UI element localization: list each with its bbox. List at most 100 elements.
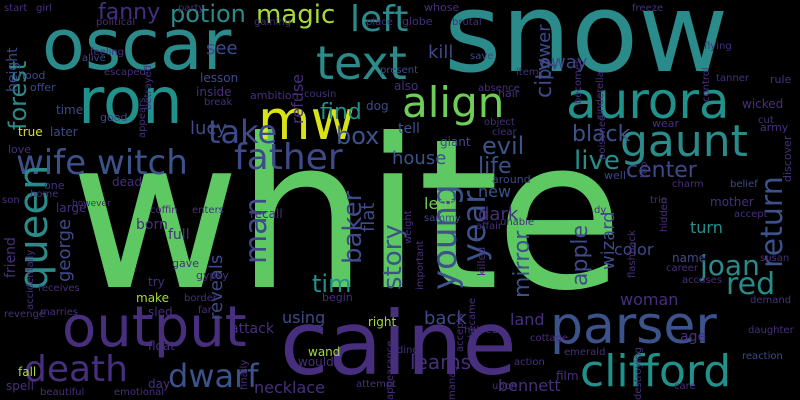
word-brutal: brutal xyxy=(452,17,482,28)
word-flying: flying xyxy=(704,41,732,52)
word-however: however xyxy=(72,199,111,209)
word-appears: appears xyxy=(137,97,148,138)
word-one: one xyxy=(44,179,65,192)
word-receives: receives xyxy=(38,283,80,294)
word-control: control xyxy=(701,67,712,102)
word-parser: parser xyxy=(550,296,717,356)
word-absence: absence xyxy=(478,83,520,94)
word-recall: recall xyxy=(250,207,283,221)
word-important: important xyxy=(415,240,426,290)
word-flashback: flashback xyxy=(627,230,638,278)
word-enters: enters xyxy=(192,205,224,216)
word-cottage: cottage xyxy=(530,333,569,344)
word-helped: helped xyxy=(464,325,499,336)
word-take: take xyxy=(208,113,278,151)
word-inside: inside xyxy=(196,85,232,99)
word-girl: girl xyxy=(36,3,53,14)
word-large: large xyxy=(56,201,87,215)
word-unable: unable xyxy=(500,217,535,228)
word-well: well xyxy=(604,169,626,182)
word-dy: dy xyxy=(594,205,607,216)
word-trio: trio xyxy=(650,195,667,206)
word-black: black xyxy=(572,122,631,147)
word-start: start xyxy=(4,3,28,14)
word-would: would xyxy=(298,355,334,369)
word-also: also xyxy=(394,79,419,93)
word-gypsy: gypsy xyxy=(196,269,229,282)
word-marries: marries xyxy=(40,307,79,318)
word-accidentally: accidentally xyxy=(25,249,36,310)
word-film: film xyxy=(556,369,579,383)
word-care: care xyxy=(674,381,696,392)
word-try: try xyxy=(148,275,165,289)
word-became: became xyxy=(467,297,478,338)
word-clifford: clifford xyxy=(580,346,732,397)
word-home: home xyxy=(30,189,59,200)
word-name: name xyxy=(672,251,707,265)
word-spell: spell xyxy=(6,379,34,393)
word-float: float xyxy=(148,339,175,353)
word-demand: demand xyxy=(750,295,792,306)
word-tanner: tanner xyxy=(716,73,749,84)
word-text: text xyxy=(316,36,407,90)
word-color: color xyxy=(614,240,654,259)
word-career: career xyxy=(666,263,698,274)
word-wear: wear xyxy=(652,117,680,130)
word-father: father xyxy=(234,137,343,178)
word-clear: clear xyxy=(492,127,517,138)
word-center: center xyxy=(626,158,697,183)
word-bennett: bennett xyxy=(498,376,561,395)
word-left: left xyxy=(350,0,409,40)
word-right: right xyxy=(368,315,397,329)
word-gave: gave xyxy=(172,257,200,270)
word-death: death xyxy=(24,349,128,390)
word-charm: charm xyxy=(672,179,704,190)
word-land: land xyxy=(510,310,545,329)
word-cut: cut xyxy=(758,115,774,126)
word-ambition: ambition xyxy=(250,89,299,102)
word-flat: flat xyxy=(358,202,379,232)
word-back: back xyxy=(424,308,467,329)
word-sammy: sammy xyxy=(424,213,461,224)
word-full: full xyxy=(168,227,190,243)
word-offer: offer xyxy=(30,81,56,94)
word-hair: hair xyxy=(498,87,520,100)
word-make: make xyxy=(136,291,169,305)
word-tell: tell xyxy=(398,121,420,137)
word-hood: hood xyxy=(18,69,46,82)
word-border: border xyxy=(184,293,218,304)
word-beautiful: beautiful xyxy=(40,387,85,398)
word-destroying: destroying xyxy=(633,346,644,400)
word-love: love xyxy=(8,143,32,156)
word-snow: snow xyxy=(444,0,729,97)
word-later: later xyxy=(50,125,78,139)
word-daughter: daughter xyxy=(748,325,794,336)
word-using: using xyxy=(282,308,326,327)
word-fall: fall xyxy=(18,365,37,379)
word-accepts: accepts xyxy=(455,313,466,352)
word-box: box xyxy=(336,122,380,150)
word-see: see xyxy=(206,38,238,59)
word-find: find xyxy=(320,100,362,125)
word-cousin: cousin xyxy=(304,89,337,100)
word-army: army xyxy=(760,121,789,134)
word-george: george xyxy=(54,218,75,282)
word-away: away xyxy=(540,52,588,73)
word-riding: riding xyxy=(390,345,419,356)
word-place: place xyxy=(366,17,393,28)
word-appearance: appearance xyxy=(385,340,396,400)
word-mirror: mirror xyxy=(510,230,535,298)
word-escaped: escaped xyxy=(104,67,146,78)
word-hidden: hidden xyxy=(659,197,670,232)
word-mother: mother xyxy=(710,195,754,209)
word-evil: evil xyxy=(482,132,525,160)
word-whose: whose xyxy=(424,1,460,14)
word-red: red xyxy=(726,267,776,302)
word-globe: globe xyxy=(402,15,433,28)
word-weight: weight xyxy=(403,210,414,244)
word-discover: discover xyxy=(781,135,794,182)
word-woman: woman xyxy=(620,290,679,309)
word-emotional: emotional xyxy=(114,387,165,398)
word-ron: ron xyxy=(78,65,183,139)
